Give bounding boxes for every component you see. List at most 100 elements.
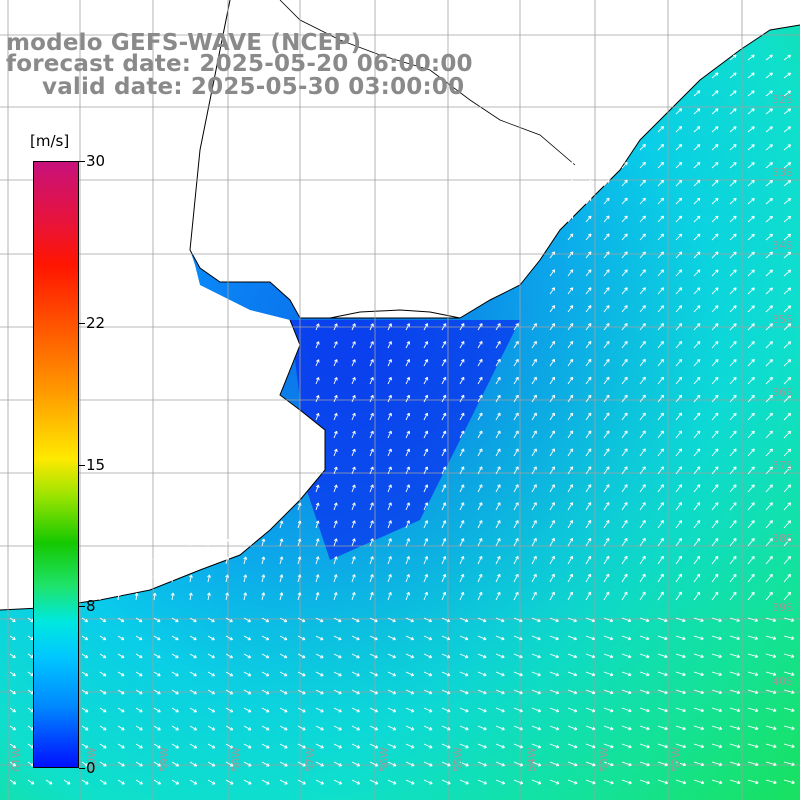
wind-arrow (729, 779, 741, 784)
wind-arrow (603, 617, 613, 622)
wind-arrow-head (773, 762, 777, 767)
wind-arrow-head (230, 781, 234, 785)
wind-arrow-head (642, 358, 646, 363)
wind-arrow (693, 520, 701, 529)
wind-arrow-head (243, 538, 248, 542)
wind-arrow (765, 90, 773, 97)
wind-arrow-head (193, 708, 197, 713)
wind-arrow (567, 653, 577, 658)
wind-arrow (657, 484, 664, 493)
wind-arrow (765, 520, 773, 529)
wind-arrow-head (660, 520, 664, 524)
wind-arrow-head (515, 412, 519, 417)
wind-arrow-head (352, 377, 356, 381)
wind-arrow-head (406, 412, 411, 417)
wind-arrow-head (646, 708, 650, 713)
wind-arrow-head (442, 394, 447, 399)
wind-arrow (369, 359, 374, 367)
wind-arrow-head (551, 412, 555, 417)
wind-arrow (747, 305, 755, 313)
wind-arrow-head (678, 520, 683, 524)
wind-arrow-head (678, 502, 683, 506)
wind-arrow (675, 671, 686, 676)
wind-arrow-head (261, 556, 266, 560)
wind-arrow-head (718, 780, 723, 785)
wind-arrow-head (660, 358, 664, 363)
wind-arrow-head (103, 745, 107, 749)
wind-arrow-head (733, 251, 737, 256)
wind-arrow (621, 689, 632, 694)
wind-arrow-head (410, 726, 415, 731)
wind-arrow-head (320, 763, 324, 767)
wind-arrow (747, 251, 755, 259)
wind-arrow (405, 779, 415, 785)
wind-arrow-head (388, 359, 392, 363)
wind-arrow-head (573, 744, 578, 749)
wind-arrow (243, 592, 247, 601)
wind-arrow (621, 394, 628, 403)
wind-arrow-head (624, 502, 628, 506)
wind-arrow-head (769, 144, 773, 148)
wind-arrow (153, 761, 161, 767)
wind-arrow-head (733, 162, 737, 166)
wind-arrow (405, 592, 410, 601)
wind-arrow (333, 502, 338, 511)
wind-arrow-head (755, 744, 759, 749)
wind-arrow-head (606, 197, 610, 202)
wind-arrow-head (352, 412, 356, 417)
wind-arrow (135, 593, 138, 601)
wind-arrow-head (12, 726, 16, 731)
wind-arrow (711, 520, 719, 529)
wind-arrow (171, 557, 174, 565)
wind-arrow-head (193, 745, 198, 749)
wind-arrow (783, 54, 791, 61)
wind-arrow-head (297, 556, 302, 560)
wind-arrow (621, 430, 628, 439)
wind-arrow (585, 72, 592, 79)
wind-arrow (729, 430, 737, 439)
wind-arrow-head (85, 745, 89, 749)
wind-arrow-head (497, 484, 501, 488)
wind-arrow-head (646, 654, 650, 659)
wind-arrow (333, 671, 342, 677)
wind-arrow (117, 689, 125, 695)
wind-arrow (27, 635, 34, 641)
wind-arrow (585, 126, 592, 133)
wind-arrow-head (284, 708, 288, 713)
wind-arrow (747, 341, 755, 349)
wind-arrow (639, 520, 646, 529)
wind-arrow (351, 779, 360, 785)
wind-arrow-head (157, 781, 161, 785)
wind-arrow-head (787, 197, 792, 202)
wind-arrow (675, 635, 686, 640)
wind-arrow-head (606, 90, 610, 94)
wind-arrow-head (175, 708, 179, 713)
wind-arrow (531, 671, 541, 676)
wind-arrow-head (279, 574, 284, 578)
wind-arrow (315, 359, 320, 367)
wind-arrow (621, 412, 628, 421)
wind-arrow (531, 502, 537, 511)
wind-arrow (279, 779, 288, 785)
wind-arrow-head (465, 672, 469, 677)
wind-arrow (783, 502, 791, 511)
wind-arrow-head (754, 672, 759, 677)
wind-arrow-head (229, 763, 234, 767)
wind-arrow (729, 484, 737, 493)
wind-arrow-head (284, 745, 288, 749)
wind-arrow (711, 162, 719, 169)
wind-arrow (531, 359, 537, 367)
wind-arrow-head (352, 484, 356, 488)
wind-arrow (585, 162, 592, 169)
wind-arrow-head (627, 618, 632, 623)
wind-arrow (621, 484, 628, 493)
latitude-label: 34S (772, 239, 793, 252)
wind-arrow-head (646, 762, 650, 767)
wind-arrow (603, 779, 614, 784)
wind-arrow-head (320, 636, 324, 641)
wind-arrow (585, 448, 592, 457)
wind-arrow (621, 376, 628, 385)
wind-arrow (477, 412, 483, 421)
wind-arrow (783, 466, 791, 475)
wind-arrow (333, 635, 342, 641)
